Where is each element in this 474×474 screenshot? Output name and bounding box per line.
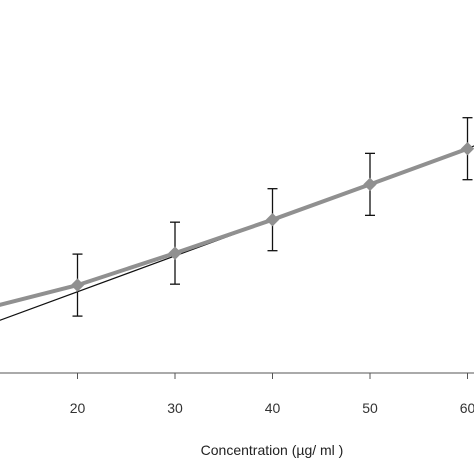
marker-layer xyxy=(70,141,474,292)
x-tick-label-40: 40 xyxy=(265,400,281,416)
x-tick-label-50: 50 xyxy=(362,400,378,416)
data-point-50 xyxy=(363,177,377,192)
data-point-40 xyxy=(265,212,280,227)
series-layer xyxy=(0,146,470,307)
x-tick-label-60: 60 xyxy=(460,400,474,416)
x-tick-label-20: 20 xyxy=(70,400,86,416)
x-tick-label-30: 30 xyxy=(167,400,183,416)
data-series-line xyxy=(0,146,470,307)
data-point-20 xyxy=(70,278,85,292)
x-axis-title: Concentration (µg/ ml ) xyxy=(201,442,344,458)
x-axis-ticks xyxy=(77,373,468,379)
plot-area: 20 30 40 50 60 xyxy=(0,117,474,416)
data-point-30 xyxy=(168,246,182,260)
data-point-60 xyxy=(460,141,474,156)
x-axis-tick-labels: 20 30 40 50 60 xyxy=(70,400,474,416)
